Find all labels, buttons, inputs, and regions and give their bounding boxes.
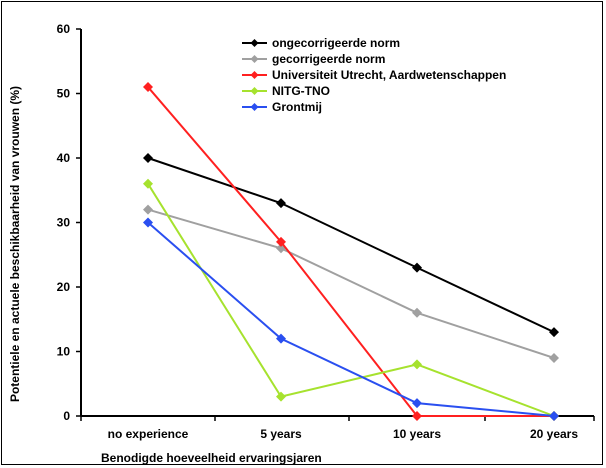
data-point-marker bbox=[412, 262, 422, 273]
data-point-marker bbox=[276, 391, 286, 402]
x-tick-label: 10 years bbox=[393, 427, 441, 441]
legend-item: ongecorrigeerde norm bbox=[242, 36, 400, 50]
y-tick-label: 40 bbox=[57, 151, 71, 165]
legend-marker bbox=[250, 71, 259, 79]
y-tick-label: 0 bbox=[63, 409, 70, 423]
data-point-marker bbox=[143, 153, 153, 163]
data-point-marker bbox=[412, 307, 422, 318]
axes: 0 10 20 30 40 50 60 no experience 5 years 10 year… bbox=[57, 22, 595, 441]
series-5 bbox=[143, 217, 559, 421]
legend-marker bbox=[250, 55, 259, 63]
series-4 bbox=[143, 178, 559, 421]
series-line bbox=[147, 86, 554, 417]
series-1 bbox=[143, 153, 559, 338]
data-point-marker bbox=[276, 236, 286, 247]
x-axis-title: Benodigde hoeveelheid ervaringsjaren bbox=[101, 451, 322, 465]
series-3 bbox=[143, 82, 559, 421]
data-point-marker bbox=[276, 333, 286, 344]
y-tick-label: 30 bbox=[57, 216, 71, 230]
y-tick-label: 20 bbox=[57, 280, 71, 294]
data-point-marker bbox=[143, 178, 153, 189]
data-point-marker bbox=[549, 327, 559, 338]
legend-label: Grontmij bbox=[272, 100, 322, 114]
legend-item: NITG-TNO bbox=[242, 84, 330, 98]
legend-item: Universiteit Utrecht, Aardwetenschappen bbox=[242, 68, 506, 82]
legend-marker bbox=[250, 39, 259, 47]
legend: ongecorrigeerde norm gecorrigeerde norm Un… bbox=[242, 36, 506, 114]
data-point-marker bbox=[276, 198, 286, 209]
y-tick-label: 60 bbox=[57, 22, 71, 36]
x-tick-label: no experience bbox=[108, 427, 189, 441]
legend-label: gecorrigeerde norm bbox=[272, 52, 385, 66]
legend-item: Grontmij bbox=[242, 100, 322, 114]
series-line bbox=[147, 208, 555, 359]
y-tick-label: 10 bbox=[57, 345, 71, 359]
legend-label: ongecorrigeerde norm bbox=[272, 36, 400, 50]
series-line bbox=[147, 157, 555, 334]
data-point-marker bbox=[143, 217, 153, 228]
series-line bbox=[147, 183, 555, 417]
data-point-marker bbox=[412, 398, 422, 409]
data-point-marker bbox=[412, 411, 422, 421]
data-point-marker bbox=[412, 359, 422, 370]
legend-marker bbox=[250, 87, 259, 95]
data-point-marker bbox=[143, 82, 153, 93]
legend-label: NITG-TNO bbox=[272, 84, 330, 98]
data-point-marker bbox=[143, 204, 153, 215]
y-axis-title: Potentiele en actuele beschikbaarheid va… bbox=[8, 86, 22, 402]
legend-label: Universiteit Utrecht, Aardwetenschappen bbox=[272, 68, 506, 82]
legend-marker bbox=[250, 103, 259, 111]
data-point-marker bbox=[549, 352, 559, 363]
series-line bbox=[147, 221, 555, 417]
x-tick-label: 5 years bbox=[260, 427, 302, 441]
legend-item: gecorrigeerde norm bbox=[242, 52, 385, 66]
data-point-marker bbox=[549, 411, 559, 421]
y-tick-label: 50 bbox=[57, 87, 71, 101]
series-layer bbox=[143, 82, 559, 421]
series-2 bbox=[143, 204, 559, 363]
x-tick-label: 20 years bbox=[530, 427, 578, 441]
